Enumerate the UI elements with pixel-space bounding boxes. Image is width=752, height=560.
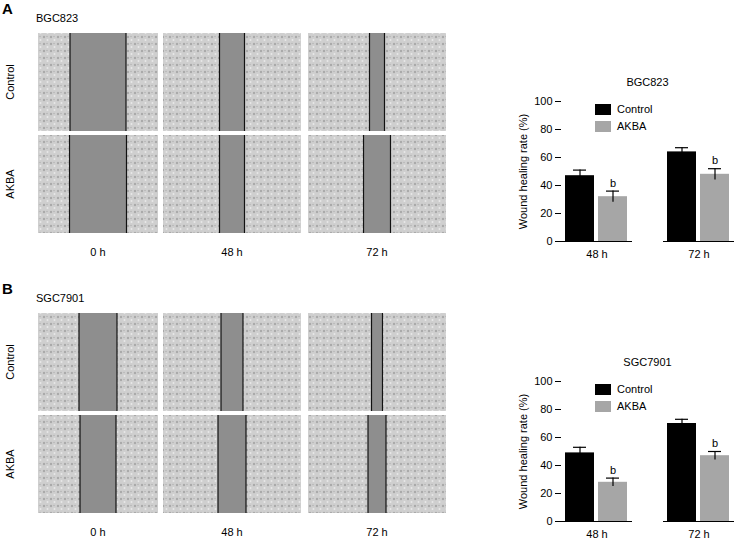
svg-text:AKBA: AKBA — [4, 169, 16, 199]
html-text:Control: Control — [617, 383, 653, 395]
html-text:SGC7901: SGC7901 — [36, 292, 85, 304]
svg-text:Control: Control — [4, 344, 16, 379]
svg-text:b: b — [712, 154, 718, 166]
svg-text:48 h: 48 h — [586, 248, 607, 260]
svg-text:0 h: 0 h — [90, 526, 105, 538]
html-text:BGC823: BGC823 — [36, 12, 79, 24]
svg-text:0: 0 — [546, 235, 552, 247]
html-text:AKBA: AKBA — [617, 120, 647, 132]
svg-text:0 h: 0 h — [90, 246, 105, 258]
svg-text:b: b — [610, 177, 616, 189]
html-text:BGC823: BGC823 — [626, 76, 669, 88]
html-text:AKBA: AKBA — [617, 400, 647, 412]
svg-text:Control: Control — [4, 64, 16, 99]
svg-text:100: 100 — [534, 375, 552, 387]
svg-text:40: 40 — [540, 459, 552, 471]
svg-text:20: 20 — [540, 487, 552, 499]
svg-text:0: 0 — [546, 515, 552, 527]
html-text:Control: Control — [617, 103, 653, 115]
html-text:A: A — [2, 0, 13, 17]
svg-text:Wound healing rate (%): Wound healing rate (%) — [517, 394, 529, 509]
html-text:B: B — [2, 280, 13, 297]
svg-text:40: 40 — [540, 179, 552, 191]
svg-text:60: 60 — [540, 431, 552, 443]
svg-text:100: 100 — [534, 95, 552, 107]
svg-text:b: b — [712, 437, 718, 449]
svg-text:b: b — [610, 464, 616, 476]
svg-text:60: 60 — [540, 151, 552, 163]
svg-text:80: 80 — [540, 403, 552, 415]
svg-text:72 h: 72 h — [366, 526, 387, 538]
svg-text:72 h: 72 h — [688, 248, 709, 260]
svg-text:48 h: 48 h — [221, 526, 242, 538]
svg-text:80: 80 — [540, 123, 552, 135]
svg-text:72 h: 72 h — [366, 246, 387, 258]
svg-text:AKBA: AKBA — [4, 449, 16, 479]
svg-text:20: 20 — [540, 207, 552, 219]
svg-text:48 h: 48 h — [221, 246, 242, 258]
svg-text:72 h: 72 h — [688, 528, 709, 540]
svg-text:48 h: 48 h — [586, 528, 607, 540]
svg-text:Wound healing rate (%): Wound healing rate (%) — [517, 114, 529, 229]
html-text:SGC7901: SGC7901 — [623, 356, 672, 368]
